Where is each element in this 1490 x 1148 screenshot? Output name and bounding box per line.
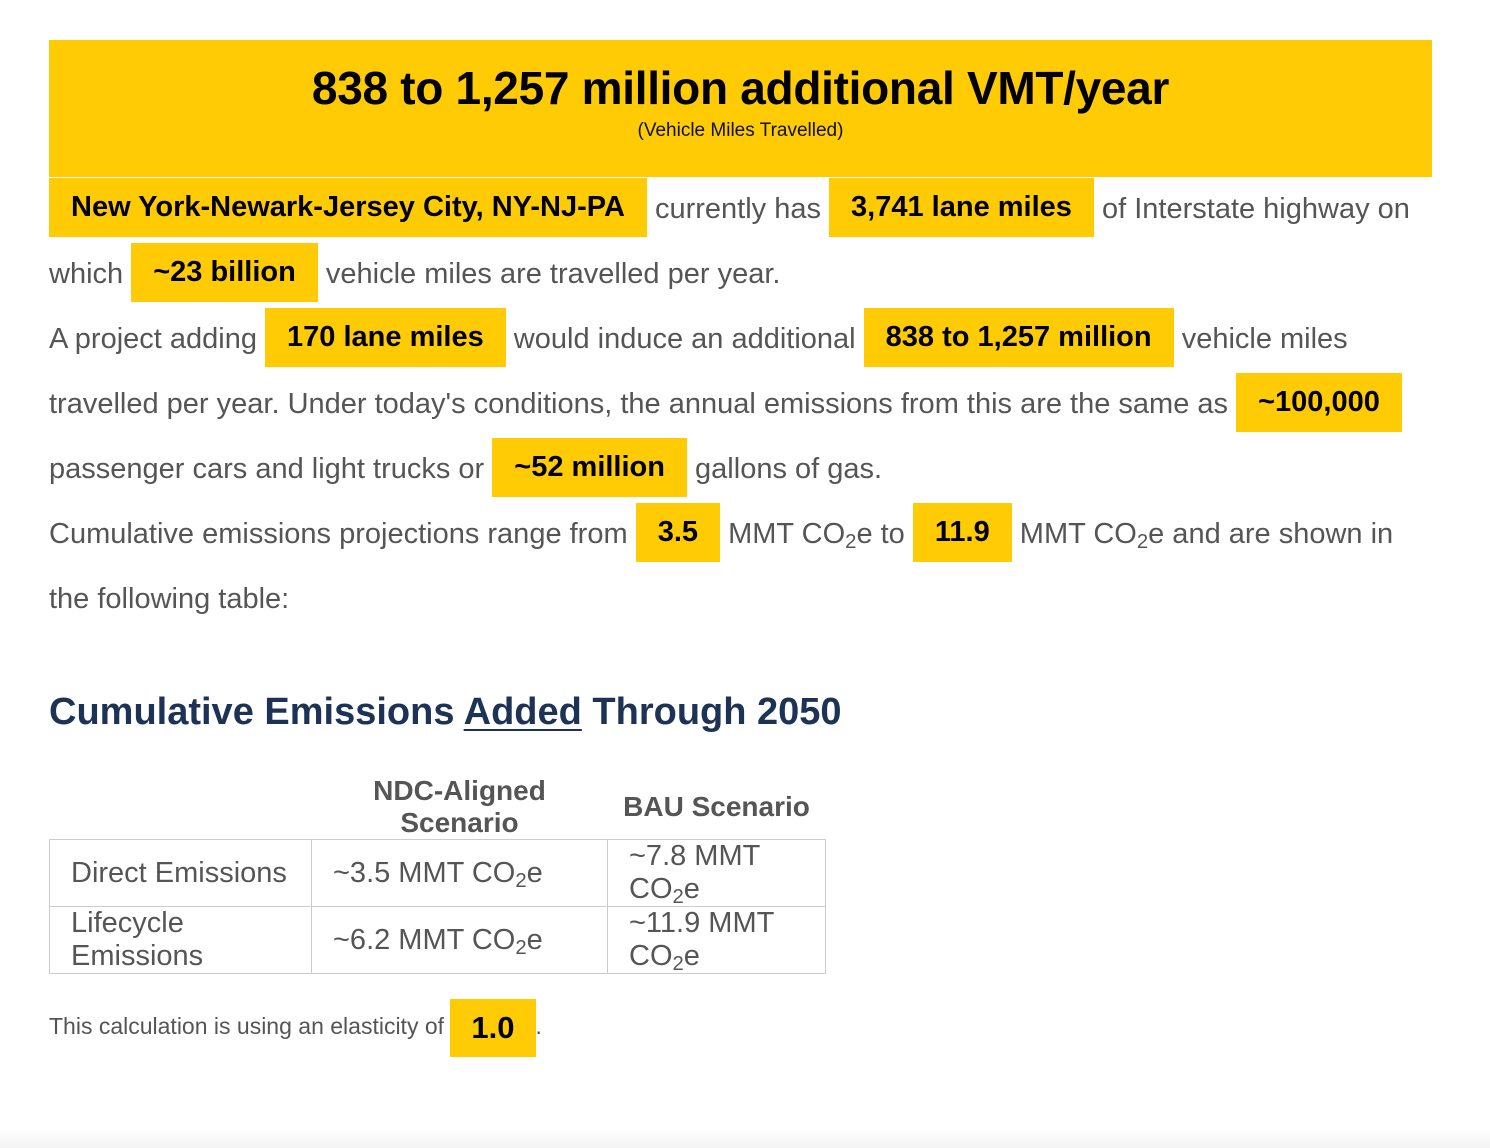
bau-value: ~11.9 MMT CO2e [607,906,826,976]
co2-subscript: 2 [515,869,527,892]
ndc-value: ~6.2 MMT CO2e [311,906,608,974]
cumulative-paragraph: Cumulative emissions projections range f… [49,502,1432,632]
cumulative-text-4: MMT CO [1019,518,1137,550]
cars-highlight: ~100,000 [1236,372,1402,432]
project-text-1: A project adding [49,323,257,355]
note-period: . [535,1013,542,1039]
summary-text-3: vehicle miles are travelled per year. [325,258,781,290]
table-row: Lifecycle Emissions ~6.2 MMT CO2e ~11.9 … [49,906,826,976]
cumulative-text-1: Cumulative emissions projections range f… [49,518,628,550]
project-text-3: vehicle miles travelled per year. Under … [49,323,1348,420]
banner-title: 838 to 1,257 million additional VMT/year [311,62,1170,114]
content-area: 838 to 1,257 million additional VMT/year… [49,40,1432,1057]
high-estimate-highlight: 11.9 [912,502,1012,562]
bau-value-text: ~11.9 MMT CO [629,907,774,972]
table-header-row: NDC-Aligned Scenario BAU Scenario [50,775,826,840]
vmt-highlight: ~23 billion [131,242,318,302]
row-label: Direct Emissions [49,839,312,907]
bottom-fade [0,1130,1490,1148]
cumulative-text-5: e and are shown in the following table: [49,518,1394,615]
table-row: Direct Emissions ~3.5 MMT CO2e ~7.8 MMT … [49,839,826,909]
column-header-bau: BAU Scenario [623,791,810,822]
co2-subscript: 2 [845,531,857,554]
summary-paragraph: New York-Newark-Jersey City, NY-NJ-PA cu… [49,177,1432,307]
lane-miles-highlight: 3,741 lane miles [829,177,1094,237]
table-title: Cumulative Emissions Added Through 2050 [49,687,1432,737]
unit-suffix: e [526,923,543,956]
ndc-value-text: ~3.5 MMT CO [333,856,516,889]
cumulative-text-3: e to [856,518,905,550]
added-lane-miles-highlight: 170 lane miles [265,307,506,367]
project-text-4: passenger cars and light trucks or [49,453,485,485]
table-title-emphasis: Added [463,691,582,733]
unit-suffix: e [526,856,543,889]
ndc-value-text: ~6.2 MMT CO [333,923,516,956]
gallons-highlight: ~52 million [492,437,687,497]
bau-value: ~7.8 MMT CO2e [607,839,826,909]
co2-subscript: 2 [1136,531,1149,554]
project-paragraph: A project adding 170 lane miles would in… [49,307,1432,502]
co2-subscript: 2 [515,936,527,959]
project-text-5: gallons of gas. [695,453,883,485]
low-estimate-highlight: 3.5 [635,502,721,562]
co2-subscript: 2 [672,886,684,909]
unit-suffix: e [683,940,700,972]
vmt-banner: 838 to 1,257 million additional VMT/year… [49,40,1432,177]
project-text-2: would induce an additional [513,323,856,355]
column-header-empty [50,775,312,840]
table-title-part: Through 2050 [592,691,842,733]
induced-vmt-highlight: 838 to 1,257 million [863,307,1174,367]
unit-suffix: e [683,873,700,905]
note-text: This calculation is using an elasticity … [49,1013,445,1039]
table-title-part: Cumulative Emissions [49,691,455,733]
banner-subtitle: (Vehicle Miles Travelled) [637,120,844,141]
row-label: Lifecycle Emissions [49,906,312,974]
summary-text-1: currently has [654,193,821,225]
co2-subscript: 2 [672,953,684,976]
emissions-table: NDC-Aligned Scenario BAU Scenario Direct… [49,775,826,974]
summary-text-2: of Interstate highway on which [49,193,1410,290]
bau-value-text: ~7.8 MMT CO [629,840,760,905]
elasticity-note: This calculation is using an elasticity … [49,996,1432,1057]
column-header-ndc: NDC-Aligned Scenario [373,775,546,838]
cumulative-text-2: MMT CO [728,518,846,550]
ndc-value: ~3.5 MMT CO2e [311,839,608,907]
elasticity-highlight: 1.0 [450,998,536,1057]
region-highlight: New York-Newark-Jersey City, NY-NJ-PA [49,177,647,237]
